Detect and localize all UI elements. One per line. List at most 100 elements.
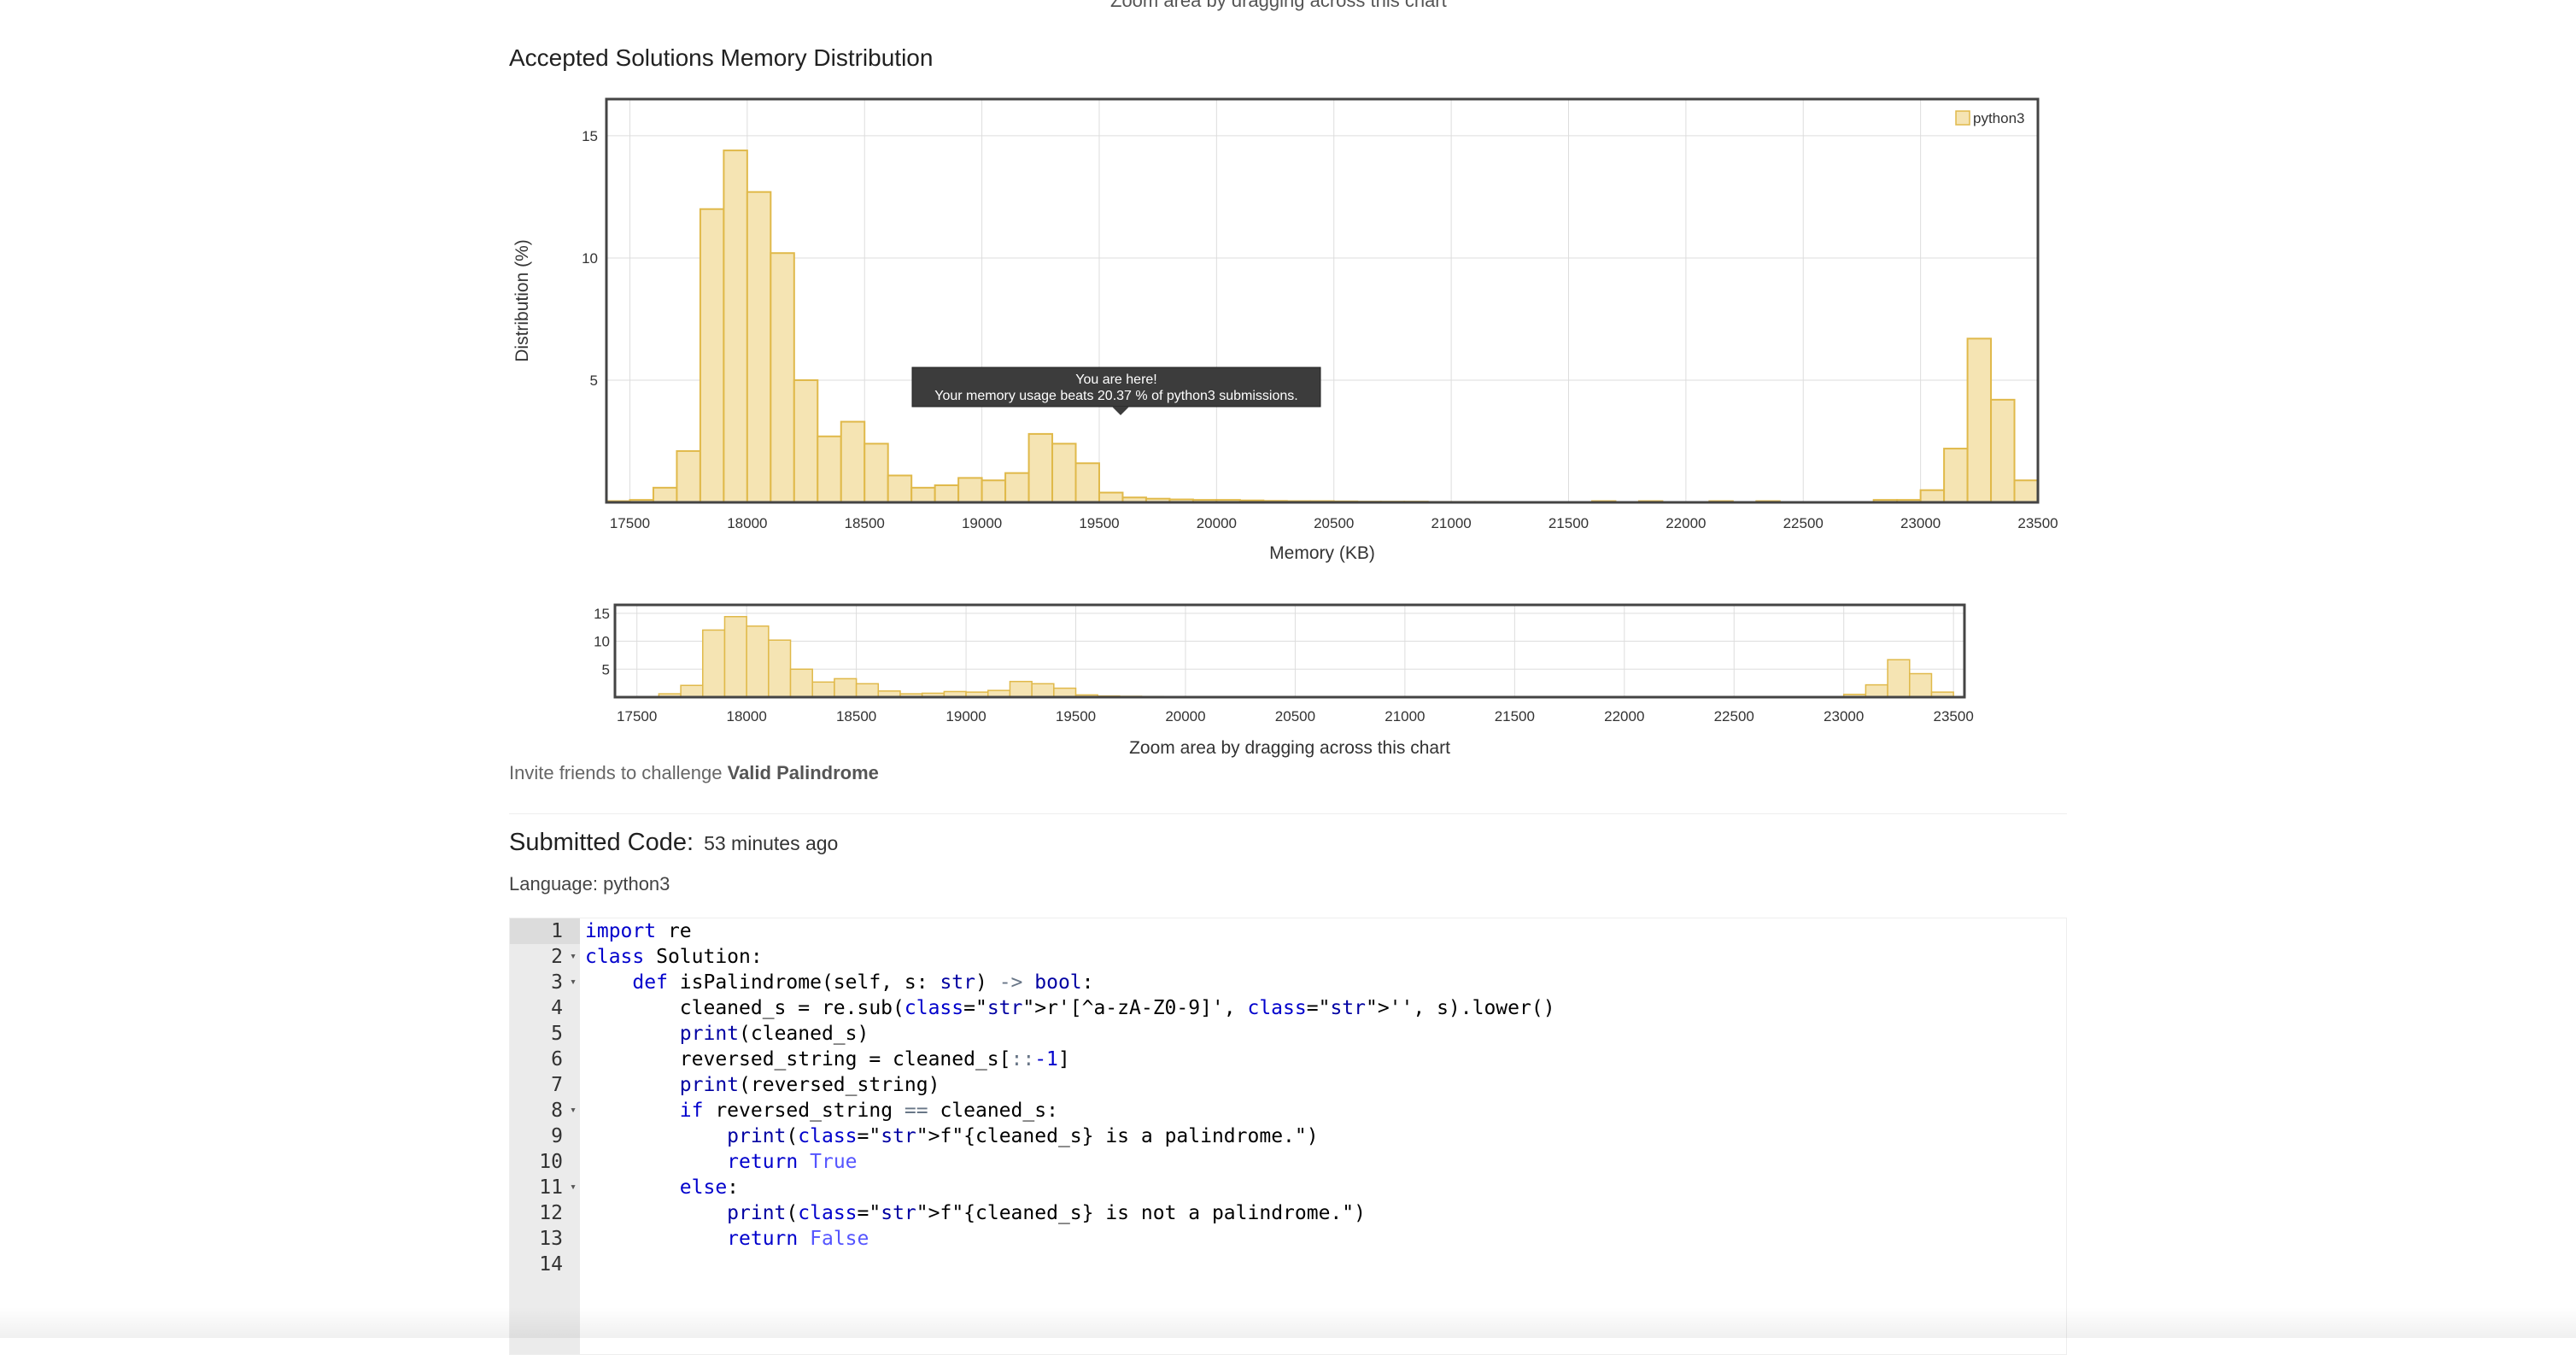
line-number: 6 <box>510 1047 580 1072</box>
bar <box>2013 479 2039 504</box>
bar <box>770 252 795 504</box>
bar <box>1919 489 1946 503</box>
bar <box>1098 491 1124 504</box>
navigator-chart[interactable]: 17500 18000 18500 19000 19500 20000 20500 21000… <box>581 598 1999 769</box>
bar <box>840 420 866 504</box>
bar <box>723 615 747 698</box>
x-tick-label: 19000 <box>962 515 1002 531</box>
x-tick-label: 21500 <box>1495 708 1535 724</box>
code-line[interactable]: class Solution: <box>585 946 763 968</box>
bar <box>793 378 819 503</box>
x-tick-label: 22500 <box>1714 708 1754 724</box>
line-number: 7 <box>510 1072 580 1098</box>
bar <box>834 678 858 698</box>
x-axis-label: Zoom area by dragging across this chart <box>1129 738 1450 758</box>
code-line[interactable]: print(cleaned_s) <box>679 1023 869 1045</box>
bar <box>864 443 889 504</box>
x-tick-label: 19500 <box>1056 708 1096 724</box>
fold-toggle-icon[interactable]: ▾ <box>570 1104 577 1117</box>
bar <box>811 681 835 698</box>
x-tick-label: 21000 <box>1385 708 1425 724</box>
bar <box>1865 683 1888 698</box>
bar <box>676 449 701 504</box>
code-line[interactable]: print(class="str">f"{cleaned_s} is not a… <box>727 1202 1366 1224</box>
line-number: 9 <box>510 1123 580 1149</box>
line-number-text: 1 <box>551 920 563 942</box>
code-line[interactable]: print(class="str">f"{cleaned_s} is a pal… <box>727 1125 1319 1147</box>
line-number-text: 2 <box>551 946 563 968</box>
bar <box>855 683 880 698</box>
bar <box>981 479 1007 504</box>
legend-swatch <box>1955 110 1970 126</box>
zoom-hint-top: Zoom area by dragging across this chart <box>1110 0 1447 11</box>
y-axis-label: Distribution (%) <box>512 239 532 362</box>
submitted-code-heading: Submitted Code: 53 minutes ago <box>509 829 838 857</box>
line-number-gutter: 1 2 ▾ 3 ▾ 4 5 6 7 8 ▾ 9 10 11 ▾ 12 13 14 <box>510 918 580 1354</box>
bar <box>699 208 725 504</box>
bar <box>1027 432 1054 503</box>
line-number: 10 <box>510 1149 580 1175</box>
x-tick-label: 20500 <box>1275 708 1315 724</box>
code-line[interactable]: print(reversed_string) <box>679 1074 940 1096</box>
submitted-time: 53 minutes ago <box>704 832 839 854</box>
bar <box>789 668 813 698</box>
bar <box>1051 443 1077 504</box>
x-tick-label: 20500 <box>1314 515 1354 531</box>
tooltip-arrow <box>1112 407 1129 415</box>
x-tick-label: 23500 <box>2017 515 2058 531</box>
x-tick-label: 18000 <box>727 515 767 531</box>
invite-problem-name[interactable]: Valid Palindrome <box>727 762 879 783</box>
line-number-text: 12 <box>539 1202 563 1224</box>
x-axis-label: Memory (KB) <box>1269 543 1375 563</box>
x-tick-label: 22000 <box>1604 708 1644 724</box>
line-number: 5 <box>510 1021 580 1047</box>
bar <box>680 684 704 698</box>
x-tick-label: 19000 <box>946 708 986 724</box>
fold-toggle-icon[interactable]: ▾ <box>570 950 577 963</box>
tooltip-line-2: Your memory usage beats 20.37 % of pytho… <box>934 389 1297 403</box>
line-number: 8 ▾ <box>510 1098 580 1123</box>
line-number-text: 4 <box>551 997 563 1019</box>
bar <box>1943 448 1969 504</box>
y-tick-label: 15 <box>594 606 610 622</box>
x-tick-label: 18500 <box>836 708 876 724</box>
fold-toggle-icon[interactable]: ▾ <box>570 976 577 988</box>
line-number-text: 14 <box>539 1253 563 1276</box>
code-line[interactable]: if reversed_string == cleaned_s: <box>679 1100 1058 1122</box>
bar <box>910 486 936 504</box>
bar <box>1074 462 1100 504</box>
code-content[interactable]: import re class Solution: def isPalindrom… <box>585 918 2066 1277</box>
tooltip-line-1: You are here! <box>1075 372 1156 387</box>
line-number-text: 3 <box>551 971 563 994</box>
x-tick-label: 23000 <box>1900 515 1941 531</box>
section-title: Accepted Solutions Memory Distribution <box>509 44 934 71</box>
code-editor[interactable]: 1 2 ▾ 3 ▾ 4 5 6 7 8 ▾ 9 10 11 ▾ 12 13 14 import re class S… <box>509 918 2067 1355</box>
x-tick-label: 19500 <box>1079 515 1119 531</box>
line-number: 14 <box>510 1252 580 1277</box>
bar <box>817 435 842 504</box>
bar <box>746 625 770 698</box>
plot-frame <box>613 603 1966 699</box>
code-line[interactable]: cleaned_s = re.sub(class="str">r'[^a-zA-… <box>585 997 1555 1019</box>
section-divider <box>509 813 2067 814</box>
memory-distribution-chart[interactable]: 17500 18000 18500 19000 19500 20000 20500 21000… <box>509 92 2064 571</box>
code-line[interactable]: return False <box>727 1228 869 1250</box>
bar <box>702 629 726 698</box>
line-number: 4 <box>510 995 580 1021</box>
bar <box>1990 398 2016 504</box>
line-number-text: 9 <box>551 1125 563 1147</box>
x-tick-label: 17500 <box>610 515 650 531</box>
bar <box>746 191 772 503</box>
code-line[interactable]: else: <box>679 1176 740 1199</box>
code-line[interactable]: import re <box>585 920 692 942</box>
chart-legend: python3 <box>1955 110 2025 126</box>
language-label: Language: python3 <box>509 873 670 895</box>
code-line[interactable]: def isPalindrome(self, s: str) -> bool: <box>632 971 1094 994</box>
code-line[interactable]: return True <box>727 1151 858 1173</box>
x-tick-label: 20000 <box>1165 708 1205 724</box>
code-line[interactable] <box>585 1252 2066 1277</box>
x-tick-label: 17500 <box>617 708 657 724</box>
code-line[interactable]: reversed_string = cleaned_s[::-1] <box>585 1048 1070 1071</box>
y-tick-label: 10 <box>594 634 610 650</box>
fold-toggle-icon[interactable]: ▾ <box>570 1181 577 1194</box>
